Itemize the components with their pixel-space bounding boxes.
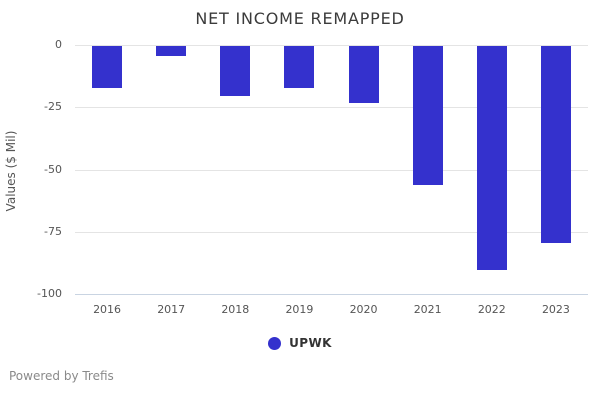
- x-tick-label-2019: 2019: [285, 303, 314, 316]
- bar-2016[interactable]: [92, 46, 123, 89]
- x-tick-label-2018: 2018: [221, 303, 250, 316]
- x-tick-label-2017: 2017: [157, 303, 186, 316]
- gridline-y-25: [75, 107, 588, 109]
- x-tick-label-2022: 2022: [477, 303, 506, 316]
- chart-title: NET INCOME REMAPPED: [195, 9, 405, 28]
- bar-2019[interactable]: [284, 46, 315, 89]
- gridline-y-50: [75, 169, 588, 171]
- legend-marker-icon: [268, 336, 282, 350]
- x-tick-label-2020: 2020: [349, 303, 378, 316]
- x-tick-label-2023: 2023: [541, 303, 570, 316]
- x-tick-label-2021: 2021: [413, 303, 442, 316]
- gridline-y0: [75, 45, 588, 46]
- powered-by-trefis: Powered by Trefis: [9, 369, 114, 383]
- y-tick-label: -75: [44, 224, 62, 238]
- bar-2018[interactable]: [220, 46, 251, 96]
- plot-area: [75, 45, 588, 295]
- bar-2017[interactable]: [156, 46, 187, 56]
- bar-2023[interactable]: [540, 46, 571, 243]
- legend-item-upwk[interactable]: UPWK: [0, 334, 600, 352]
- gridline-y-100: [75, 294, 588, 295]
- legend-label: UPWK: [289, 336, 332, 350]
- bar-2022[interactable]: [476, 46, 507, 271]
- y-tick-label: -50: [44, 162, 62, 176]
- gridline-y-75: [75, 231, 588, 233]
- y-tick-label: 0: [55, 38, 62, 51]
- bar-2021[interactable]: [412, 46, 443, 186]
- y-tick-label: -25: [44, 100, 62, 114]
- x-tick-label-2016: 2016: [93, 303, 122, 316]
- bar-2020[interactable]: [348, 46, 379, 104]
- y-tick-label: -100: [37, 287, 62, 300]
